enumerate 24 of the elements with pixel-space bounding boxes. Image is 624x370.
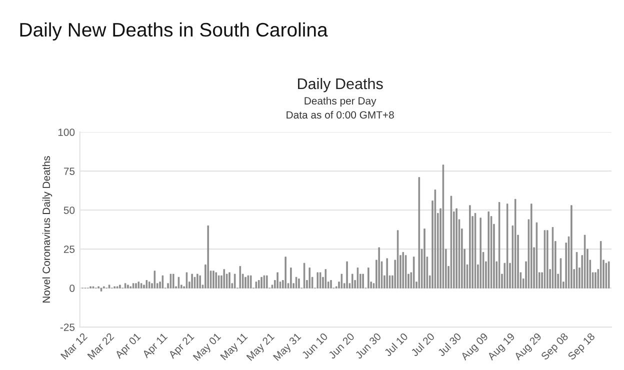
y-tick-label: 75 bbox=[64, 168, 75, 175]
x-tick-label: Mar 12 bbox=[60, 332, 88, 360]
x-tick-label: May 31 bbox=[272, 332, 303, 362]
x-tick-label: Mar 22 bbox=[87, 332, 114, 360]
x-tick-label: Jun 30 bbox=[354, 332, 382, 360]
y-tick-label: 0 bbox=[70, 284, 75, 292]
x-tick-label: Jun 20 bbox=[328, 332, 355, 360]
chart-title: Daily New Deaths in South Carolina bbox=[20, 22, 328, 41]
x-tick-label: Sep 08 bbox=[540, 332, 570, 362]
x-tick-label: Jun 10 bbox=[301, 332, 328, 360]
y-tick-label: 100 bbox=[58, 128, 75, 136]
y-tick-label: 25 bbox=[64, 246, 75, 253]
y-tick-label: 50 bbox=[64, 206, 75, 214]
text: Data as of 0:00 GMT+8 bbox=[286, 110, 394, 119]
x-tick-label: Apr 01 bbox=[114, 332, 142, 360]
x-tick-label: Jul 30 bbox=[437, 332, 462, 357]
text: Deaths per Day bbox=[304, 96, 376, 107]
chart-subtitle: Daily Deaths bbox=[298, 78, 383, 92]
x-tick-label: Apr 11 bbox=[142, 332, 170, 360]
x-tick-label: Jul 20 bbox=[410, 332, 435, 357]
y-tick-label: -25 bbox=[60, 324, 75, 331]
y-axis-title: Novel Coronavirus Daily Deaths bbox=[42, 156, 52, 303]
x-tick-label: Jul 10 bbox=[384, 332, 408, 357]
x-tick-label: Sep 18 bbox=[567, 332, 597, 362]
